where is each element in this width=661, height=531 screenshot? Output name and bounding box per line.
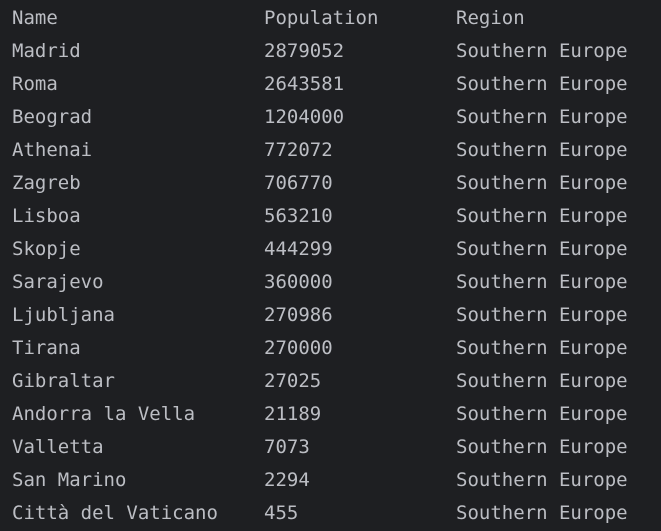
cell-name: Valletta	[12, 436, 104, 458]
cell-population: 270000	[264, 337, 333, 359]
cell-population: 772072	[264, 139, 333, 161]
table-row[interactable]: Città del Vaticano 455 Southern Europe	[0, 497, 661, 530]
cell-region: Southern Europe	[456, 139, 628, 161]
cell-population: 27025	[264, 370, 322, 392]
table-row[interactable]: Lisboa 563210 Southern Europe	[0, 200, 661, 233]
cell-region: Southern Europe	[456, 40, 628, 62]
cell-name: Città del Vaticano	[12, 502, 218, 524]
cell-population: 7073	[264, 436, 310, 458]
cell-name: Roma	[12, 73, 58, 95]
cell-name: Andorra la Vella	[12, 403, 196, 425]
table-header-row: Name Population Region	[0, 2, 661, 35]
cell-region: Southern Europe	[456, 337, 628, 359]
column-header-population[interactable]: Population	[264, 7, 379, 29]
cell-name: Skopje	[12, 238, 81, 260]
cell-population: 270986	[264, 304, 333, 326]
cell-name: Lisboa	[12, 205, 81, 227]
cell-name: Tirana	[12, 337, 81, 359]
table-row[interactable]: Sarajevo 360000 Southern Europe	[0, 266, 661, 299]
table-row[interactable]: Valletta 7073 Southern Europe	[0, 431, 661, 464]
cell-region: Southern Europe	[456, 304, 628, 326]
cell-name: Gibraltar	[12, 370, 115, 392]
cell-population: 2643581	[264, 73, 345, 95]
cell-name: Beograd	[12, 106, 93, 128]
table-row[interactable]: Tirana 270000 Southern Europe	[0, 332, 661, 365]
cell-population: 360000	[264, 271, 333, 293]
cell-region: Southern Europe	[456, 469, 628, 491]
cell-name: Madrid	[12, 40, 81, 62]
table-row[interactable]: Skopje 444299 Southern Europe	[0, 233, 661, 266]
table-row[interactable]: Andorra la Vella 21189 Southern Europe	[0, 398, 661, 431]
cell-region: Southern Europe	[456, 205, 628, 227]
cell-region: Southern Europe	[456, 106, 628, 128]
cell-region: Southern Europe	[456, 238, 628, 260]
cell-region: Southern Europe	[456, 403, 628, 425]
cell-population: 444299	[264, 238, 333, 260]
cell-name: San Marino	[12, 469, 127, 491]
cell-region: Southern Europe	[456, 271, 628, 293]
table-row[interactable]: Ljubljana 270986 Southern Europe	[0, 299, 661, 332]
cell-population: 2879052	[264, 40, 345, 62]
cell-population: 563210	[264, 205, 333, 227]
table-row[interactable]: Madrid 2879052 Southern Europe	[0, 35, 661, 68]
table-row[interactable]: Athenai 772072 Southern Europe	[0, 134, 661, 167]
cell-region: Southern Europe	[456, 436, 628, 458]
cell-region: Southern Europe	[456, 172, 628, 194]
column-header-name[interactable]: Name	[12, 7, 58, 29]
cell-name: Zagreb	[12, 172, 81, 194]
table-row[interactable]: San Marino 2294 Southern Europe	[0, 464, 661, 497]
table-row[interactable]: Gibraltar 27025 Southern Europe	[0, 365, 661, 398]
cell-population: 455	[264, 502, 299, 524]
column-header-region[interactable]: Region	[456, 7, 525, 29]
cell-region: Southern Europe	[456, 73, 628, 95]
cell-name: Sarajevo	[12, 271, 104, 293]
cell-name: Ljubljana	[12, 304, 115, 326]
cell-population: 1204000	[264, 106, 345, 128]
table-row[interactable]: Roma 2643581 Southern Europe	[0, 68, 661, 101]
cell-region: Southern Europe	[456, 370, 628, 392]
cell-population: 706770	[264, 172, 333, 194]
table-row[interactable]: Zagreb 706770 Southern Europe	[0, 167, 661, 200]
table-row[interactable]: Beograd 1204000 Southern Europe	[0, 101, 661, 134]
cell-name: Athenai	[12, 139, 93, 161]
cell-population: 21189	[264, 403, 322, 425]
cell-population: 2294	[264, 469, 310, 491]
cell-region: Southern Europe	[456, 502, 628, 524]
